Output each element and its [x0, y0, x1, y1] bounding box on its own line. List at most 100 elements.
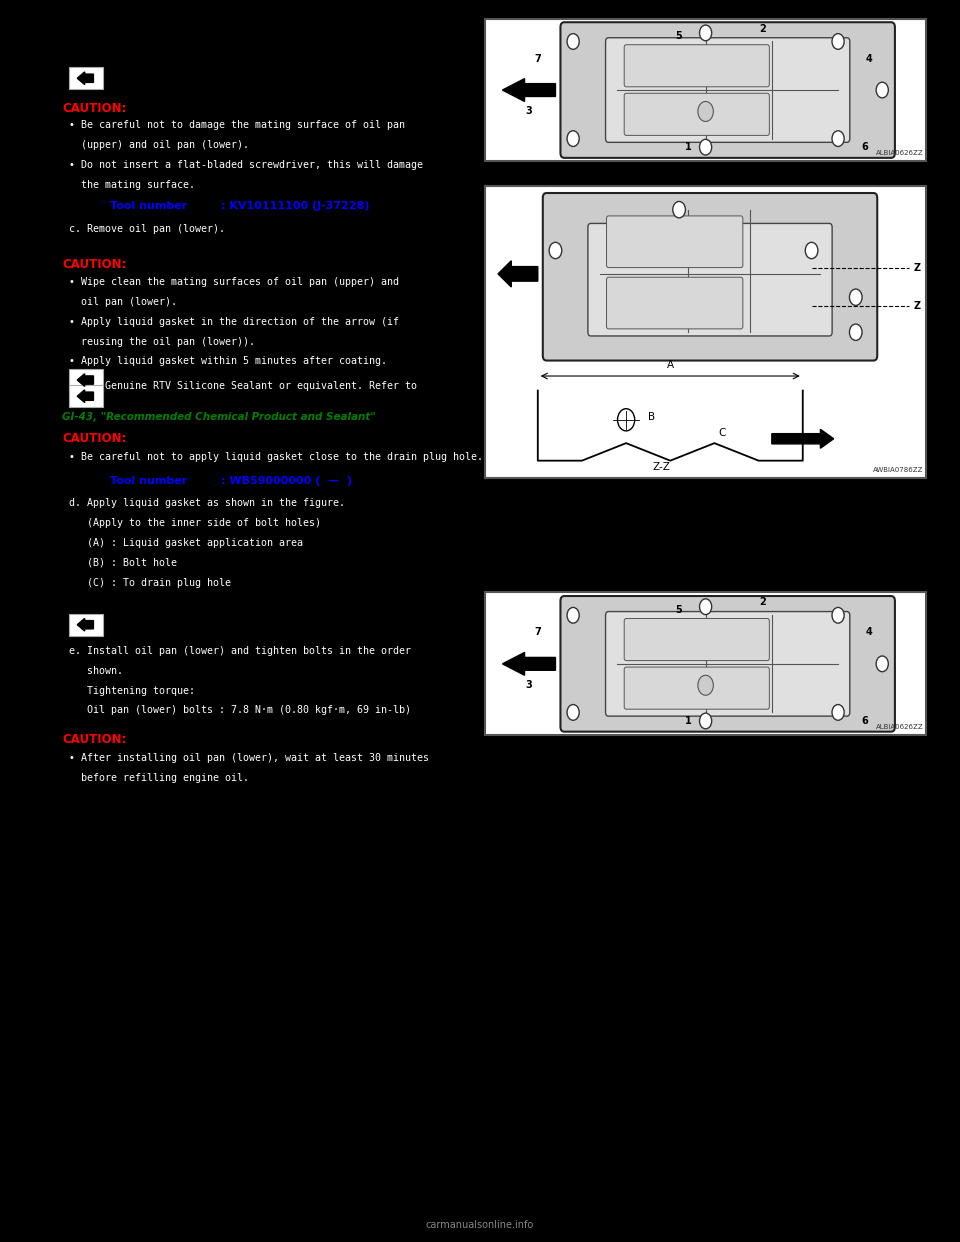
Text: • Apply liquid gasket within 5 minutes after coating.: • Apply liquid gasket within 5 minutes a…: [69, 356, 387, 366]
Circle shape: [850, 324, 862, 340]
Text: e. Install oil pan (lower) and tighten bolts in the order: e. Install oil pan (lower) and tighten b…: [69, 646, 411, 656]
Text: : KV10111100 (J-37228): : KV10111100 (J-37228): [221, 201, 370, 211]
Text: 6: 6: [861, 715, 868, 727]
Circle shape: [700, 25, 711, 41]
Text: • Be careful not to apply liquid gasket close to the drain plug hole.: • Be careful not to apply liquid gasket …: [69, 452, 483, 462]
Bar: [69, 385, 103, 407]
FancyBboxPatch shape: [607, 277, 743, 329]
Circle shape: [876, 82, 888, 98]
Text: the mating surface.: the mating surface.: [69, 180, 195, 190]
Text: before refilling engine oil.: before refilling engine oil.: [69, 773, 250, 782]
FancyBboxPatch shape: [561, 596, 895, 732]
Circle shape: [876, 656, 888, 672]
Text: 4: 4: [866, 53, 873, 63]
Text: • After installing oil pan (lower), wait at least 30 minutes: • After installing oil pan (lower), wait…: [69, 753, 429, 763]
Text: Z-Z: Z-Z: [653, 462, 670, 472]
Text: Tool number: Tool number: [110, 476, 187, 486]
Text: CAUTION:: CAUTION:: [62, 258, 127, 271]
FancyArrow shape: [77, 374, 93, 386]
Text: 2: 2: [759, 597, 766, 607]
FancyArrow shape: [502, 652, 556, 676]
Bar: [69, 67, 103, 89]
Circle shape: [567, 130, 579, 147]
Text: carmanualsonline.info: carmanualsonline.info: [426, 1220, 534, 1230]
Circle shape: [567, 704, 579, 720]
Circle shape: [700, 139, 711, 155]
Text: (C) : To drain plug hole: (C) : To drain plug hole: [69, 578, 231, 587]
FancyBboxPatch shape: [624, 45, 769, 87]
Bar: [69, 614, 103, 636]
Text: 4: 4: [866, 627, 873, 637]
Text: (Apply to the inner side of bolt holes): (Apply to the inner side of bolt holes): [69, 518, 321, 528]
Text: • Be careful not to damage the mating surface of oil pan: • Be careful not to damage the mating su…: [69, 120, 405, 130]
Circle shape: [549, 242, 562, 258]
Text: 3: 3: [525, 681, 533, 691]
FancyBboxPatch shape: [624, 667, 769, 709]
Text: 1: 1: [684, 142, 691, 153]
Circle shape: [698, 676, 713, 696]
Text: CAUTION:: CAUTION:: [62, 733, 127, 745]
Circle shape: [698, 102, 713, 122]
Text: ALBIA0626ZZ: ALBIA0626ZZ: [876, 150, 924, 156]
Bar: [485, 592, 926, 735]
Text: reusing the oil pan (lower)).: reusing the oil pan (lower)).: [69, 337, 255, 347]
Text: Z: Z: [913, 301, 921, 310]
Text: B: B: [648, 412, 656, 422]
Bar: [69, 369, 103, 391]
Text: : WB59000000 (  —  ): : WB59000000 ( — ): [221, 476, 351, 486]
Circle shape: [567, 34, 579, 50]
FancyBboxPatch shape: [624, 619, 769, 661]
Text: GI-43, "Recommended Chemical Product and Sealant": GI-43, "Recommended Chemical Product and…: [62, 412, 376, 422]
FancyArrow shape: [77, 72, 93, 84]
Text: ALBIA0626ZZ: ALBIA0626ZZ: [876, 724, 924, 730]
FancyBboxPatch shape: [606, 611, 850, 717]
Text: d. Apply liquid gasket as shown in the figure.: d. Apply liquid gasket as shown in the f…: [69, 498, 346, 508]
Text: • Wipe clean the mating surfaces of oil pan (upper) and: • Wipe clean the mating surfaces of oil …: [69, 277, 399, 287]
Text: CAUTION:: CAUTION:: [62, 102, 127, 114]
Text: 5: 5: [676, 605, 683, 615]
Text: (B) : Bolt hole: (B) : Bolt hole: [69, 558, 177, 568]
Text: • Apply liquid gasket in the direction of the arrow (if: • Apply liquid gasket in the direction o…: [69, 317, 399, 327]
Text: Tightening torque:: Tightening torque:: [69, 686, 195, 696]
FancyArrow shape: [502, 78, 556, 102]
FancyBboxPatch shape: [607, 216, 743, 267]
Circle shape: [567, 607, 579, 623]
Text: AWBIA0786ZZ: AWBIA0786ZZ: [873, 467, 924, 473]
Text: (A) : Liquid gasket application area: (A) : Liquid gasket application area: [69, 538, 303, 548]
Text: Use Genuine RTV Silicone Sealant or equivalent. Refer to: Use Genuine RTV Silicone Sealant or equi…: [69, 381, 417, 391]
FancyArrow shape: [77, 390, 93, 402]
Circle shape: [805, 242, 818, 258]
Text: • Do not insert a flat-bladed screwdriver, this will damage: • Do not insert a flat-bladed screwdrive…: [69, 160, 423, 170]
Text: (upper) and oil pan (lower).: (upper) and oil pan (lower).: [69, 140, 250, 150]
Circle shape: [832, 704, 844, 720]
Text: 7: 7: [535, 627, 541, 637]
Text: 2: 2: [759, 24, 766, 34]
Text: 5: 5: [676, 31, 683, 41]
Text: 6: 6: [861, 142, 868, 153]
Text: 7: 7: [535, 53, 541, 63]
Bar: [485, 186, 926, 478]
Circle shape: [832, 34, 844, 50]
Bar: [485, 19, 926, 161]
FancyBboxPatch shape: [606, 37, 850, 143]
Circle shape: [832, 607, 844, 623]
Text: 1: 1: [684, 715, 691, 727]
Text: Z: Z: [913, 263, 921, 273]
Text: Oil pan (lower) bolts : 7.8 N·m (0.80 kgf·m, 69 in-lb): Oil pan (lower) bolts : 7.8 N·m (0.80 kg…: [69, 705, 411, 715]
Text: c. Remove oil pan (lower).: c. Remove oil pan (lower).: [69, 224, 225, 233]
FancyBboxPatch shape: [561, 22, 895, 158]
FancyArrow shape: [772, 430, 833, 448]
Text: oil pan (lower).: oil pan (lower).: [69, 297, 177, 307]
Text: A: A: [666, 360, 674, 370]
Text: C: C: [719, 428, 726, 438]
FancyBboxPatch shape: [542, 193, 877, 360]
FancyBboxPatch shape: [588, 224, 832, 337]
Circle shape: [700, 599, 711, 615]
Circle shape: [850, 289, 862, 306]
Circle shape: [617, 409, 635, 431]
Circle shape: [832, 130, 844, 147]
Circle shape: [700, 713, 711, 729]
Circle shape: [673, 201, 685, 217]
Text: CAUTION:: CAUTION:: [62, 432, 127, 445]
FancyArrow shape: [77, 619, 93, 631]
